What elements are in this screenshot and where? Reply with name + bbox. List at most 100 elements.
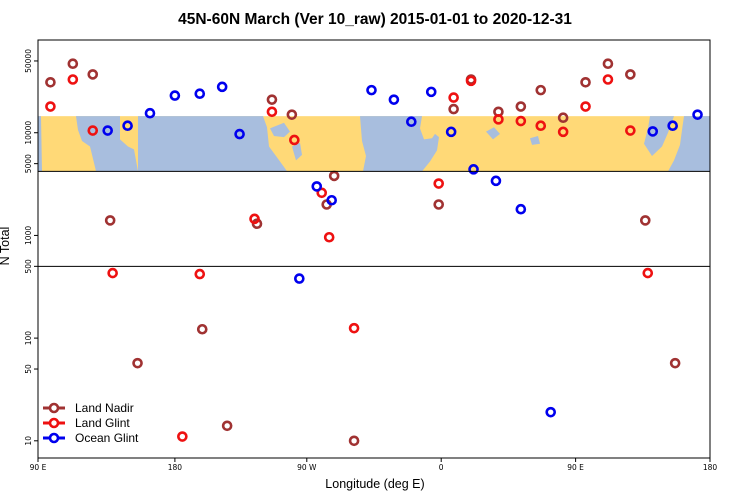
point-land-nadir [266,94,278,105]
legend-marker-ocean-glint [48,432,60,444]
point-ocean-glint [667,120,678,132]
x-tick-label: 0 [439,463,444,472]
legend-label-ocean-glint: Ocean Glint [75,431,139,445]
point-ocean-glint [647,126,659,137]
x-tick-label: 180 [703,463,718,472]
point-land-nadir [67,58,79,70]
point-ocean-glint [102,125,113,136]
map-ocean-region [138,116,287,172]
point-land-glint [580,101,591,112]
point-ocean-glint [216,81,228,93]
point-ocean-glint [406,116,417,128]
y-tick-label: 50000 [24,49,33,73]
legend-label-land-glint: Land Glint [75,416,130,430]
point-land-nadir [286,109,298,120]
point-land-glint [194,268,206,280]
point-ocean-glint [468,164,479,175]
map-ocean-region [292,142,302,161]
point-land-glint [493,114,504,125]
point-land-nadir [669,357,681,369]
point-land-nadir [221,420,233,432]
point-land-nadir [196,323,208,335]
point-land-glint [87,125,99,136]
point-land-nadir [580,76,591,88]
point-land-glint [602,74,614,85]
y-tick-label: 1000 [24,226,33,245]
map-ocean-region [426,146,435,158]
point-ocean-glint [366,84,377,96]
point-land-nadir [328,170,340,182]
point-land-nadir [639,215,651,226]
point-land-glint [323,231,335,243]
point-ocean-glint [194,88,206,99]
point-land-nadir [602,58,614,70]
point-ocean-glint [122,120,133,132]
point-land-nadir [87,69,99,80]
point-land-glint [67,74,79,85]
point-land-nadir [625,69,636,80]
point-land-glint [177,431,188,442]
x-tick-label: 90 E [30,463,47,472]
point-ocean-glint [692,109,703,120]
map-ocean-region [530,136,540,145]
point-land-nadir [557,112,569,124]
point-ocean-glint [311,181,323,192]
map-ocean-region [270,122,290,138]
point-ocean-glint [445,126,457,138]
point-land-glint [348,322,360,334]
point-ocean-glint [326,194,337,206]
point-land-glint [448,92,459,103]
point-land-glint [557,126,569,138]
chart-title: 45N-60N March (Ver 10_raw) 2015-01-01 to… [178,11,572,28]
point-land-nadir [515,101,527,112]
point-land-glint [249,213,260,225]
x-tick-label: 180 [168,463,183,472]
point-land-nadir [104,215,116,226]
map-ocean-region [668,116,710,172]
y-axis-label: N Total [0,227,12,266]
y-tick-label: 100 [24,331,33,346]
axes: 10 50 100 500 1000 5000 10000 50000 90 E 180 90 W 0… [24,39,718,472]
map-ocean-region [644,116,674,156]
map-ocean-region [360,116,439,172]
point-land-glint [642,267,654,279]
point-ocean-glint [169,90,181,101]
point-ocean-glint [144,107,156,119]
y-tick-label: 500 [24,259,33,274]
point-ocean-glint [515,203,527,215]
point-ocean-glint [388,94,400,105]
legend-marker-land-glint [48,417,60,429]
point-land-glint [289,134,300,146]
point-land-nadir [448,103,459,115]
y-tick-label: 50 [24,364,33,374]
point-land-nadir [535,84,547,96]
point-ocean-glint [490,175,502,187]
point-land-glint [266,106,278,118]
map-ocean-region [486,127,500,140]
point-land-glint [316,187,328,199]
legend-label-land-nadir: Land Nadir [75,401,134,415]
point-land-glint [45,101,56,112]
point-land-nadir [132,357,143,369]
data-points [45,58,703,447]
map-ocean-region [38,116,42,172]
y-tick-label: 10 [24,436,33,446]
point-land-nadir [45,76,56,88]
point-ocean-glint [425,86,437,98]
y-tick-label: 10000 [24,121,33,145]
y-tick-label: 5000 [24,154,33,173]
x-axis-label: Longitude (deg E) [325,477,424,491]
x-tick-label: 90 E [567,463,584,472]
point-ocean-glint [545,406,557,418]
x-tick-label: 90 W [297,463,317,472]
plot-frame [37,39,711,459]
point-ocean-glint [294,273,305,284]
point-land-glint [515,115,527,127]
point-land-glint [433,178,445,189]
point-land-glint [625,125,636,136]
map-ocean-region [76,116,138,172]
world-map-band [38,116,710,172]
legend-marker-land-nadir [48,402,60,414]
